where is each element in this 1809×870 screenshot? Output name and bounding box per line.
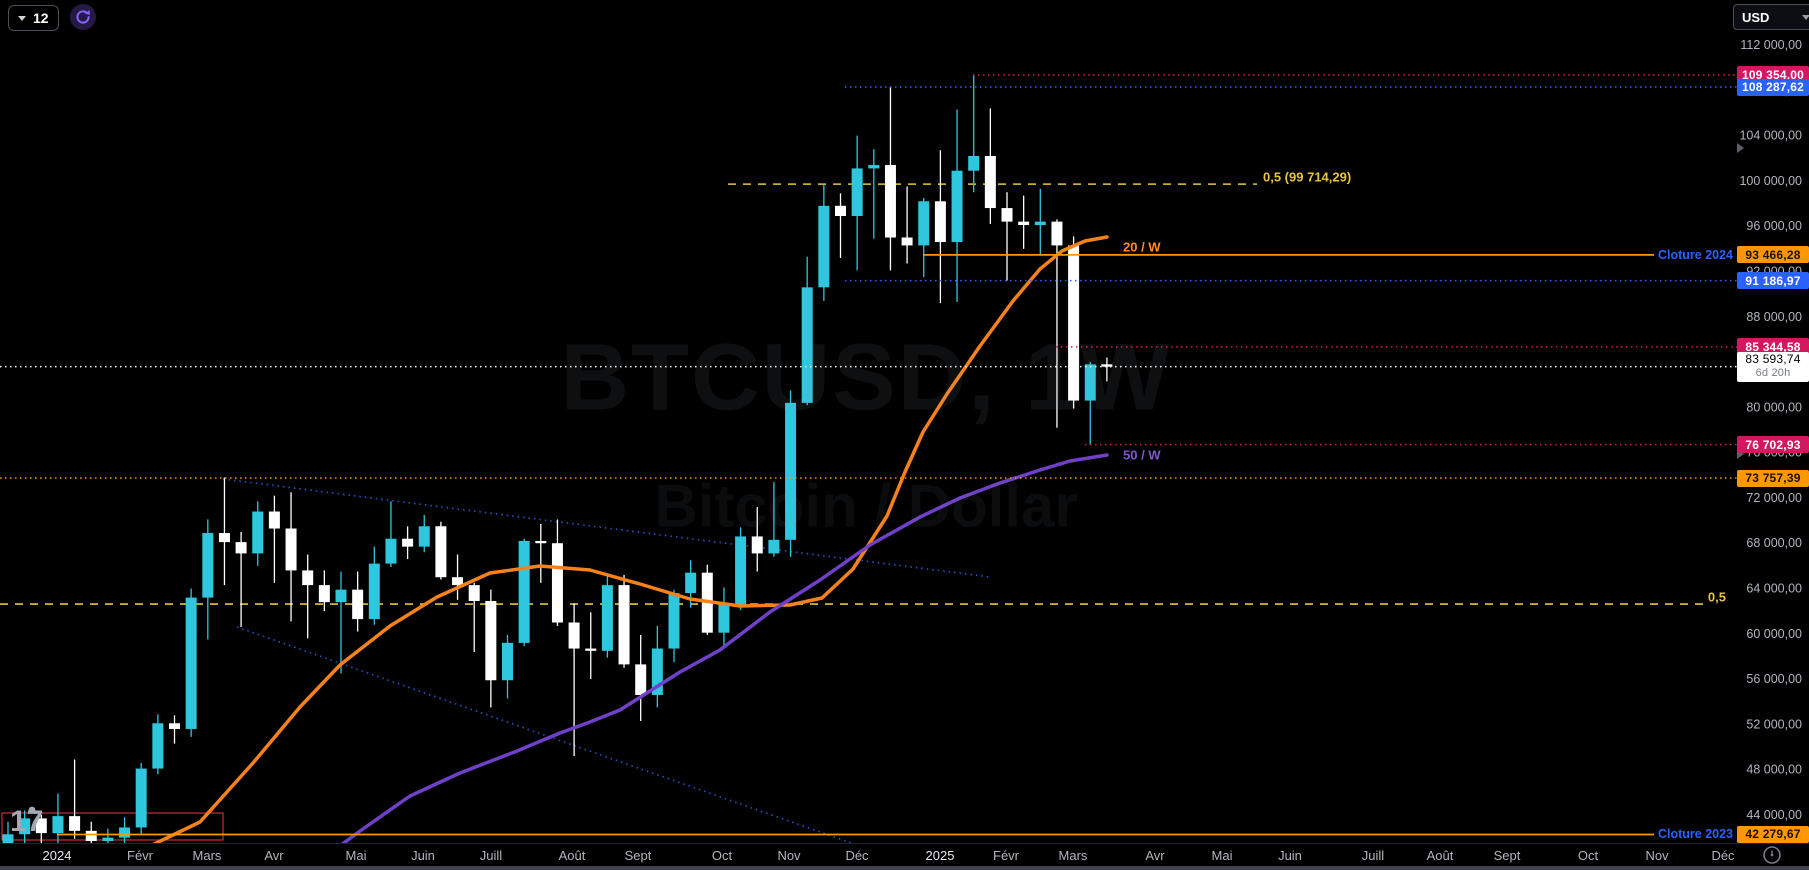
chevron-down-icon [18,15,26,21]
svg-text:Mars: Mars [1059,848,1088,863]
svg-text:Déc: Déc [845,848,869,863]
bottom-border [0,866,1809,870]
svg-text:88 000,00: 88 000,00 [1746,310,1802,324]
svg-text:56 000,00: 56 000,00 [1746,672,1802,686]
svg-text:Oct: Oct [1578,848,1599,863]
price-badge: 108 287,62 [1737,78,1809,96]
svg-text:44 000,00: 44 000,00 [1746,808,1802,822]
svg-text:72 000,00: 72 000,00 [1746,491,1802,505]
svg-text:Nov: Nov [1645,848,1669,863]
svg-text:Juin: Juin [1278,848,1302,863]
svg-text:Juin: Juin [411,848,435,863]
svg-text:Avr: Avr [1145,848,1165,863]
svg-text:60 000,00: 60 000,00 [1746,627,1802,641]
svg-text:Avr: Avr [264,848,284,863]
svg-text:52 000,00: 52 000,00 [1746,717,1802,731]
currency-dropdown[interactable]: USD [1733,4,1809,30]
price-badge: 73 757,39 [1737,469,1809,487]
svg-text:96 000,00: 96 000,00 [1746,219,1802,233]
svg-text:68 000,00: 68 000,00 [1746,536,1802,550]
svg-text:112 000,00: 112 000,00 [1740,38,1802,52]
svg-text:80 000,00: 80 000,00 [1746,400,1802,414]
svg-text:64 000,00: 64 000,00 [1746,582,1802,596]
price-badge: 76 702,93 [1737,436,1809,454]
svg-text:Mai: Mai [1212,848,1233,863]
price-badge: 91 186,97 [1737,272,1809,290]
clock-icon[interactable] [1761,845,1783,865]
svg-text:2025: 2025 [926,848,955,863]
price-badge: 85 344,58 [1737,338,1809,356]
svg-text:Févr: Févr [993,848,1020,863]
svg-text:Mai: Mai [346,848,367,863]
price-badge: 93 466,28 [1737,246,1809,264]
chevron-down-icon [1802,14,1809,20]
bar-count-value: 12 [33,10,49,26]
svg-text:104 000,00: 104 000,00 [1739,129,1802,143]
svg-text:Juill: Juill [480,848,503,863]
currency-value: USD [1742,9,1770,25]
bar-replay-count-dropdown[interactable]: 12 [8,5,59,31]
svg-text:Nov: Nov [777,848,801,863]
price-badge: 42 279,67 [1737,825,1809,843]
svg-text:17: 17 [10,805,43,838]
svg-text:Mars: Mars [193,848,222,863]
svg-text:100 000,00: 100 000,00 [1739,174,1802,188]
svg-text:Juill: Juill [1362,848,1385,863]
svg-text:Déc: Déc [1711,848,1735,863]
svg-text:48 000,00: 48 000,00 [1746,763,1802,777]
svg-text:Août: Août [1427,848,1454,863]
svg-text:Oct: Oct [712,848,733,863]
tradingview-logo[interactable]: 17 [8,800,68,840]
refresh-button[interactable] [70,4,96,30]
svg-text:Sept: Sept [625,848,652,863]
svg-text:2024: 2024 [43,848,72,863]
refresh-icon [76,9,90,24]
svg-text:Févr: Févr [127,848,154,863]
svg-text:Août: Août [559,848,586,863]
svg-text:Sept: Sept [1494,848,1521,863]
price-badge: 83 593,74 6d 20h [1737,351,1809,382]
